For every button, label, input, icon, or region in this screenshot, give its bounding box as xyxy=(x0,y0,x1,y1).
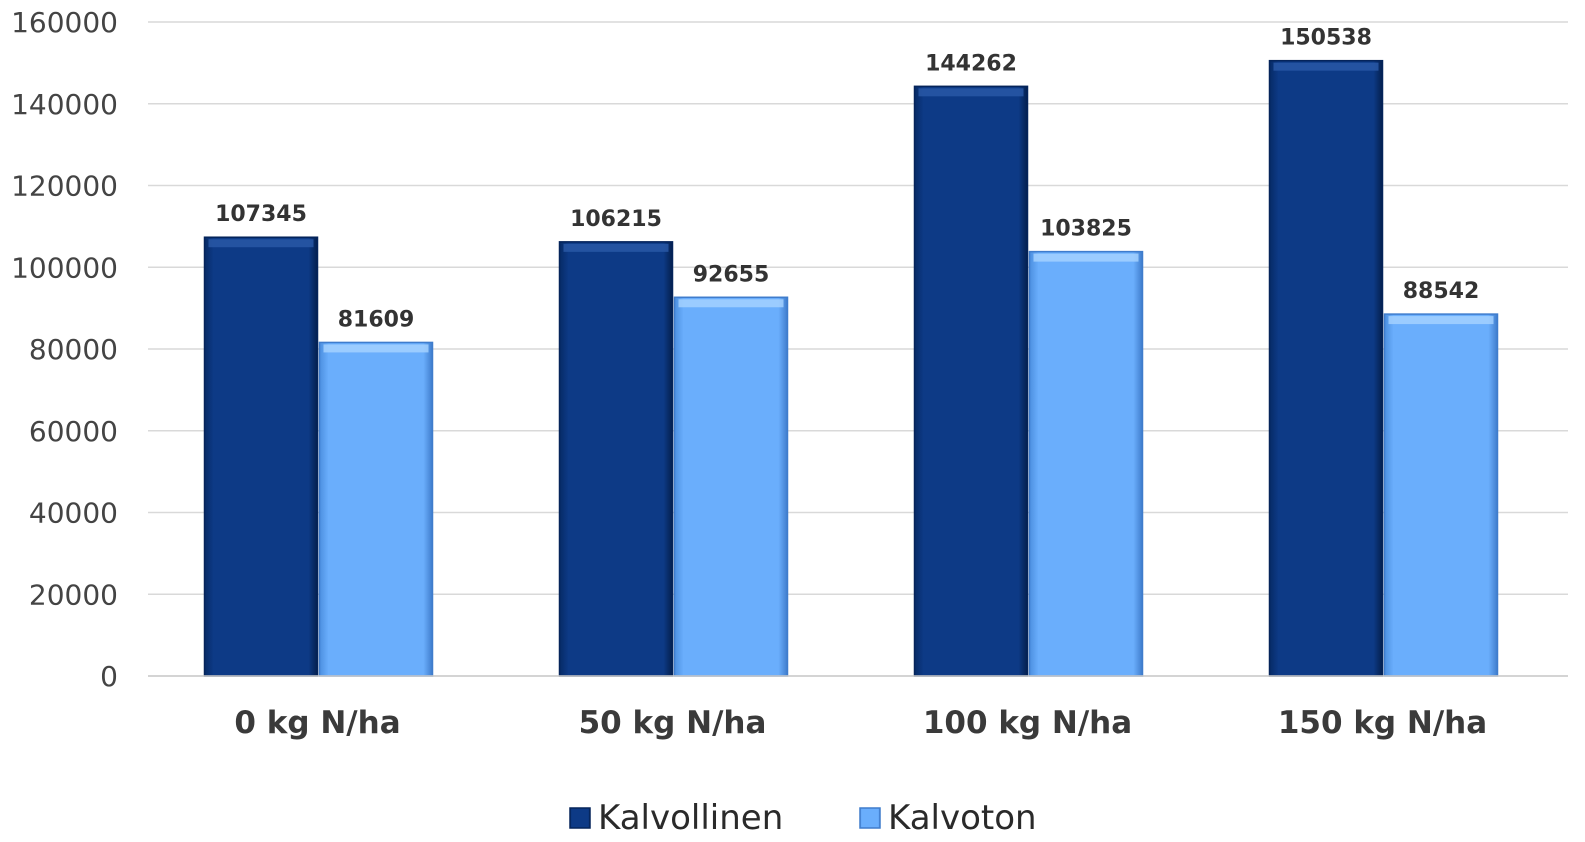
x-category-label: 0 kg N/ha xyxy=(234,705,400,741)
bar-kalvoton xyxy=(1028,250,1144,677)
bar-bevel xyxy=(1033,253,1139,262)
y-tick-label: 20000 xyxy=(29,578,118,611)
bar-body xyxy=(1028,250,1144,677)
y-tick-label: 80000 xyxy=(29,333,118,366)
x-category-label: 150 kg N/ha xyxy=(1278,705,1487,741)
x-axis: 0 kg N/ha 50 kg N/ha 100 kg N/ha 150 kg N/h… xyxy=(148,675,1568,741)
data-label: 88542 xyxy=(1403,279,1480,304)
bar-body xyxy=(203,236,319,677)
legend-swatch xyxy=(859,807,881,829)
bar-body xyxy=(673,296,789,677)
bar-body xyxy=(1268,59,1384,677)
bar-bevel xyxy=(563,243,669,252)
bar-bevel xyxy=(208,239,314,248)
y-tick-label: 140000 xyxy=(11,88,118,121)
data-label: 144262 xyxy=(925,51,1017,76)
data-label: 150538 xyxy=(1280,26,1372,51)
x-category-label: 100 kg N/ha xyxy=(923,705,1132,741)
legend: Kalvollinen Kalvoton xyxy=(569,798,1037,838)
y-tick-label: 0 xyxy=(100,660,118,693)
bar-body xyxy=(318,341,434,677)
legend-label: Kalvoton xyxy=(888,798,1037,838)
bar-kalvollinen xyxy=(203,236,319,677)
legend-label: Kalvollinen xyxy=(598,798,783,838)
y-axis: 0 20000 40000 60000 80000 100000 120000 140000 1… xyxy=(11,6,118,693)
y-tick-label: 100000 xyxy=(11,251,118,284)
bar-kalvoton xyxy=(673,296,789,677)
bar-bevel xyxy=(1388,316,1494,325)
legend-item: Kalvoton xyxy=(859,798,1037,838)
bar-kalvollinen xyxy=(558,241,674,677)
data-label: 92655 xyxy=(693,262,770,287)
data-label: 107345 xyxy=(215,202,307,227)
y-tick-label: 160000 xyxy=(11,6,118,39)
bar-bevel xyxy=(678,299,784,308)
data-label: 103825 xyxy=(1040,217,1132,242)
bar-kalvollinen xyxy=(1268,59,1384,677)
data-label: 81609 xyxy=(338,307,415,332)
bar-kalvoton xyxy=(318,341,434,677)
bar-body xyxy=(913,85,1029,677)
bar-bevel xyxy=(1273,62,1379,71)
bars xyxy=(203,59,1499,677)
data-labels: 107345 81609 106215 92655 144262 103825 150538… xyxy=(215,26,1479,333)
bar-bevel xyxy=(918,88,1024,97)
y-tick-label: 120000 xyxy=(11,170,118,203)
y-tick-label: 40000 xyxy=(29,497,118,530)
y-tick-label: 60000 xyxy=(29,415,118,448)
bar-kalvoton xyxy=(1383,313,1499,677)
legend-item: Kalvollinen xyxy=(569,798,783,838)
bar-body xyxy=(1383,313,1499,677)
legend-swatch xyxy=(569,807,591,829)
data-label: 106215 xyxy=(570,207,662,232)
bar-body xyxy=(558,241,674,677)
x-category-label: 50 kg N/ha xyxy=(579,705,767,741)
bar-bevel xyxy=(323,344,429,353)
bar-kalvollinen xyxy=(913,85,1029,677)
